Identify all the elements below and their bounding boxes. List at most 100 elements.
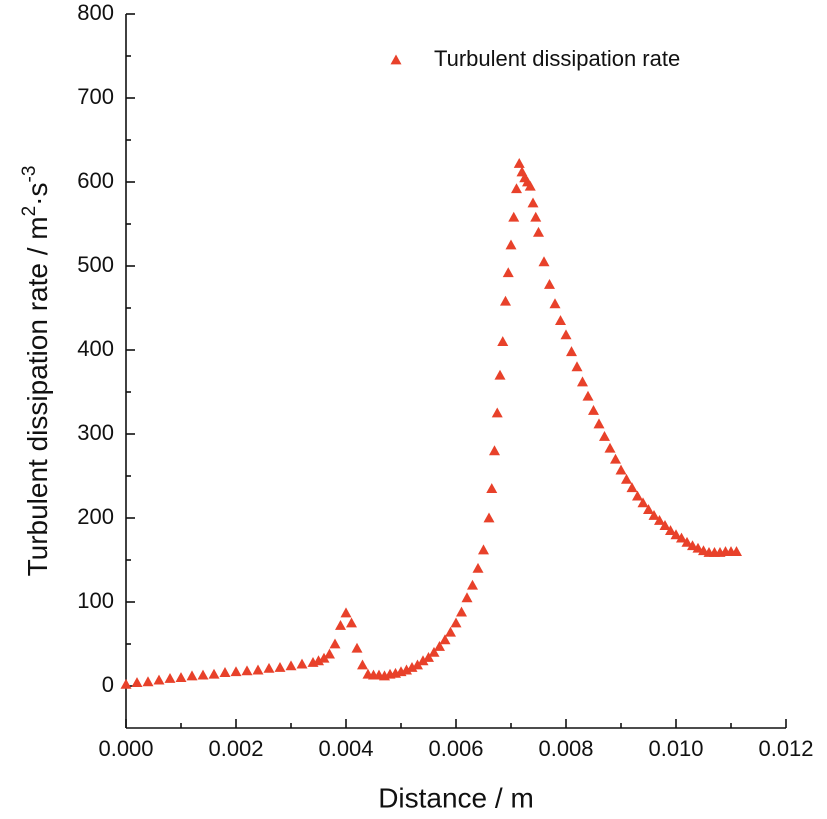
marker [491, 407, 503, 418]
marker [186, 670, 198, 681]
marker [538, 256, 550, 267]
legend-label: Turbulent dissipation rate [434, 46, 680, 71]
y-tick-label: 600 [77, 168, 114, 193]
marker [285, 660, 297, 671]
marker [478, 544, 489, 555]
marker [340, 607, 352, 618]
marker [401, 664, 412, 675]
marker [313, 655, 324, 666]
marker [544, 278, 555, 289]
marker [692, 542, 704, 553]
marker [588, 404, 599, 415]
marker [549, 298, 561, 309]
marker [472, 562, 484, 573]
marker [621, 473, 632, 484]
marker [417, 655, 429, 666]
marker [357, 659, 368, 670]
marker [445, 626, 456, 637]
marker [637, 497, 649, 508]
marker [230, 666, 242, 677]
marker [497, 336, 509, 346]
marker [351, 642, 363, 653]
marker [643, 504, 654, 514]
marker [318, 652, 330, 663]
marker [434, 641, 445, 651]
marker [494, 369, 506, 380]
legend-marker [390, 54, 402, 65]
marker [241, 665, 253, 676]
y-tick-label: 100 [77, 588, 114, 613]
marker [524, 180, 536, 191]
y-tick-label: 700 [77, 84, 114, 109]
marker [659, 520, 671, 530]
marker [582, 390, 594, 401]
marker [296, 658, 308, 669]
x-tick-label: 0.002 [208, 736, 263, 761]
marker [175, 672, 187, 682]
y-label-text: ·s [22, 182, 53, 205]
y-tick-label: 400 [77, 336, 114, 361]
y-tick-label: 200 [77, 504, 114, 529]
y-tick-label: 800 [77, 0, 114, 25]
y-tick-label: 0 [102, 672, 114, 697]
marker [456, 606, 467, 617]
x-axis-label: Distance / m [378, 782, 534, 813]
marker [461, 592, 473, 603]
marker [527, 197, 539, 208]
marker [665, 525, 676, 535]
marker [131, 677, 143, 688]
marker [560, 329, 572, 340]
x-tick-label: 0.000 [98, 736, 153, 761]
marker [489, 445, 500, 456]
x-tick-label: 0.010 [648, 736, 703, 761]
marker [615, 464, 627, 475]
marker [208, 668, 220, 679]
marker [329, 638, 341, 649]
marker [530, 211, 542, 222]
x-tick-label: 0.004 [318, 736, 373, 761]
marker [502, 267, 514, 278]
marker [274, 662, 286, 672]
marker [439, 634, 451, 645]
y-tick-label: 500 [77, 252, 114, 277]
marker [219, 667, 231, 677]
marker [346, 617, 357, 628]
y-axis-label: Turbulent dissipation rate / m2·s-3 [19, 166, 53, 577]
marker [483, 512, 495, 523]
marker [428, 646, 440, 657]
marker [511, 183, 522, 194]
marker [450, 617, 462, 628]
marker [599, 431, 610, 441]
marker [676, 532, 687, 543]
marker [555, 315, 566, 325]
marker [593, 418, 605, 429]
marker [513, 158, 525, 168]
marker [335, 620, 346, 630]
marker [632, 490, 643, 501]
x-tick-label: 0.006 [428, 736, 483, 761]
marker [142, 676, 154, 687]
marker [263, 662, 275, 673]
y-label-text: Turbulent dissipation rate / m [22, 216, 53, 576]
marker [252, 664, 264, 675]
marker [120, 678, 132, 689]
marker [604, 442, 616, 453]
x-tick-label: 0.008 [538, 736, 593, 761]
marker [505, 239, 517, 250]
marker [577, 376, 588, 387]
marker [324, 648, 335, 659]
marker [486, 483, 498, 493]
marker [687, 540, 698, 551]
marker [566, 346, 577, 357]
marker [571, 361, 583, 372]
marker [412, 659, 423, 670]
marker [406, 662, 418, 672]
marker [500, 295, 511, 306]
marker [164, 672, 176, 683]
x-tick-label: 0.012 [758, 736, 813, 761]
marker [197, 669, 209, 680]
marker [670, 529, 682, 540]
marker [654, 515, 665, 525]
marker [508, 211, 520, 222]
